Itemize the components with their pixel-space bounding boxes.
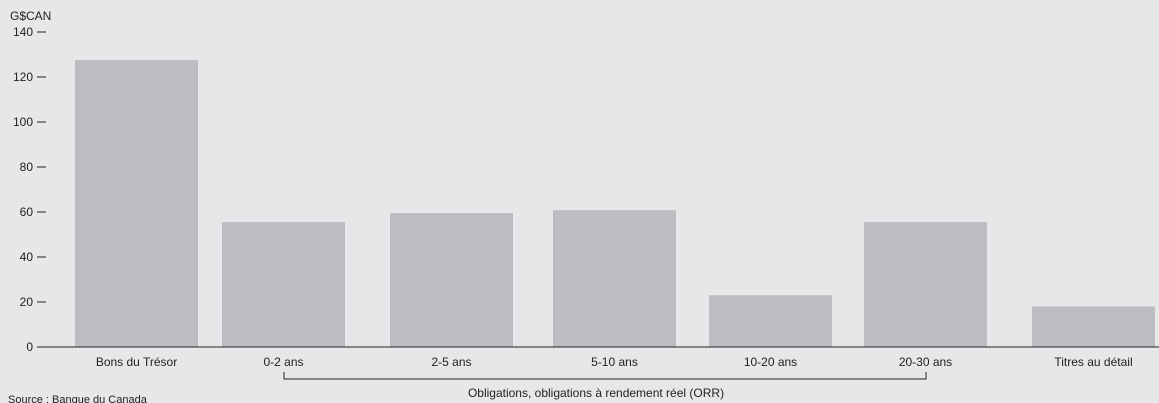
bond-group-bracket <box>283 372 927 380</box>
x-category-label: 20-30 ans <box>899 355 952 369</box>
x-axis-labels: Bons du Trésor 0-2 ans 2-5 ans 5-10 ans 10-2… <box>96 355 1133 369</box>
x-category-label: 5-10 ans <box>591 355 638 369</box>
bar <box>709 295 832 347</box>
y-axis: 0 20 40 60 80 100 120 140 <box>13 25 46 354</box>
y-tick-label: 140 <box>13 25 33 39</box>
bond-group-label: Obligations, obligations à rendement rée… <box>468 386 724 400</box>
y-tick-label: 100 <box>13 115 33 129</box>
y-tick-label: 60 <box>20 205 34 219</box>
y-tick-label: 80 <box>20 160 34 174</box>
bar <box>390 213 513 347</box>
y-tick-label: 0 <box>26 340 33 354</box>
y-tick-label: 120 <box>13 70 33 84</box>
y-tick-label: 20 <box>20 295 34 309</box>
bar <box>222 222 345 347</box>
x-category-label: Titres au détail <box>1054 355 1132 369</box>
source-note: Source : Banque du Canada <box>8 394 148 403</box>
x-category-label: 2-5 ans <box>431 355 471 369</box>
bar <box>864 222 987 347</box>
bar <box>1032 306 1155 347</box>
bar <box>553 210 676 347</box>
y-tick-label: 40 <box>20 250 34 264</box>
bars <box>75 60 1155 347</box>
x-category-label: 0-2 ans <box>263 355 303 369</box>
x-category-label: Bons du Trésor <box>96 355 177 369</box>
y-axis-unit-label: G$CAN <box>10 9 51 23</box>
bar <box>75 60 198 347</box>
x-category-label: 10-20 ans <box>744 355 797 369</box>
